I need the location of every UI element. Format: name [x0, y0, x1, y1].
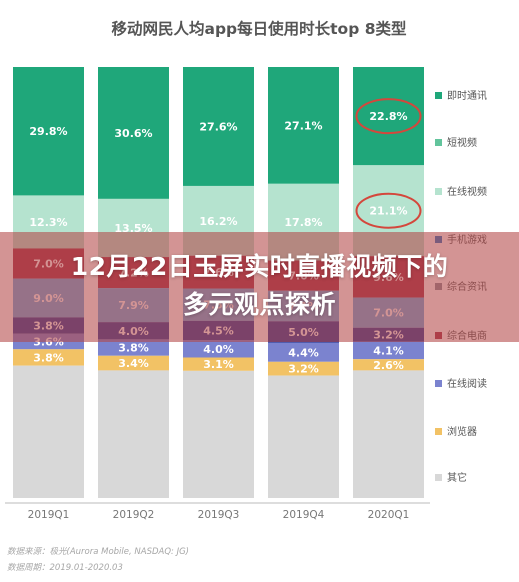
legend-label: 短视频 [447, 136, 477, 149]
headline-banner [0, 232, 519, 342]
bar-segment [183, 357, 254, 371]
legend-swatch [435, 139, 442, 146]
legend-label: 即时通讯 [447, 90, 487, 102]
bar-segment [353, 370, 424, 498]
x-tick-label: 2019Q1 [28, 509, 70, 521]
bar-value-label: 4.4% [288, 346, 319, 359]
legend-swatch [435, 428, 442, 435]
bar-value-label: 16.2% [199, 215, 237, 228]
bar-segment [268, 342, 339, 362]
x-tick-label: 2019Q4 [283, 509, 325, 521]
highlight-circle [355, 98, 422, 135]
legend-swatch [435, 188, 442, 195]
bar-segment [353, 359, 424, 371]
bar-value-label: 3.1% [203, 358, 234, 371]
bar-value-label: 3.8% [33, 351, 64, 364]
bar-value-label: 17.8% [284, 216, 322, 229]
bar-segment [183, 340, 254, 358]
bar-segment [13, 365, 84, 498]
bar-value-label: 12.3% [29, 216, 67, 229]
bar-value-label: 13.5% [114, 222, 152, 235]
legend-label: 其它 [447, 471, 467, 484]
bar-segment [13, 67, 84, 196]
bar-segment [268, 67, 339, 184]
legend-label: 浏览器 [447, 425, 477, 438]
bar-value-label: 29.8% [29, 125, 67, 138]
bar-segment [268, 375, 339, 498]
bar-segment [183, 370, 254, 498]
x-tick-label: 2019Q3 [198, 509, 240, 521]
legend-swatch [435, 92, 442, 99]
data-source-note: 数据来源：极光(Aurora Mobile, NASDAQ: JG) [7, 547, 189, 557]
x-tick-label: 2019Q2 [113, 509, 155, 521]
chart-title: 移动网民人均app每日使用时长top 8类型 [112, 19, 407, 38]
bar-value-label: 2.6% [373, 359, 404, 372]
headline-title: 12月22日玉屏实时直播视频下的 多元观点探析 [0, 248, 519, 324]
bar-segment [353, 67, 424, 166]
bar-value-label: 4.1% [373, 344, 404, 357]
bar-value-label: 3.4% [118, 357, 149, 370]
highlight-circle [355, 192, 422, 229]
bar-value-label: 3.2% [288, 363, 319, 376]
legend-swatch [435, 474, 442, 481]
data-period-note: 数据周期：2019.01-2020.03 [7, 563, 123, 573]
bar-value-label: 27.6% [199, 120, 237, 133]
bar-segment [98, 339, 169, 356]
bar-value-label: 30.6% [114, 127, 152, 140]
bar-value-label: 3.8% [118, 342, 149, 355]
bar-segment [268, 361, 339, 376]
bar-segment [183, 67, 254, 186]
bar-value-label: 22.8% [369, 110, 407, 123]
legend-label: 在线阅读 [447, 377, 487, 390]
legend-label: 在线视频 [447, 185, 487, 198]
bar-segment [98, 355, 169, 371]
bar-segment [353, 341, 424, 360]
bar-value-label: 4.0% [203, 343, 234, 356]
bar-value-label: 27.1% [284, 119, 322, 132]
bar-segment [98, 67, 169, 199]
bar-segment [98, 370, 169, 498]
headline-line-1: 12月22日玉屏实时直播视频下的 [70, 252, 449, 281]
legend-swatch [435, 380, 442, 387]
bar-segment [13, 349, 84, 366]
bar-value-label: 21.1% [369, 205, 407, 218]
x-tick-label: 2020Q1 [368, 509, 410, 521]
headline-line-2: 多元观点探析 [182, 290, 336, 319]
